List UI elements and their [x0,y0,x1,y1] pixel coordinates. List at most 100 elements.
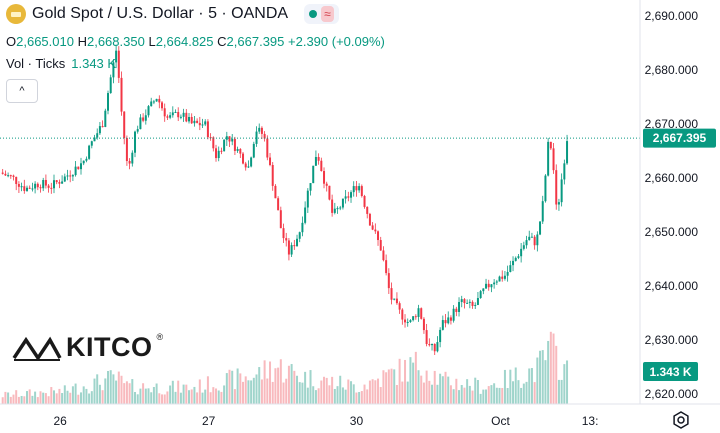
close-label: C [217,34,227,49]
candle-body [155,98,158,102]
candle-body [498,276,501,282]
candle-body [150,101,153,107]
settings-icon[interactable] [671,410,691,430]
gold-bar-icon [6,4,26,24]
volume-bar [398,358,401,404]
volume-badge-label: 1.343 K [649,365,691,379]
candle-body [17,184,20,187]
volume-bar [152,386,155,404]
candle-body [487,283,490,288]
candle-body [503,275,506,279]
volume-bar [549,331,552,404]
volume-bar [242,381,245,404]
volume-bar [503,369,506,404]
volume-bar [177,380,180,404]
candle-body [339,207,342,209]
volume-bar [476,380,479,404]
candle-body [80,163,83,170]
candle-body [242,153,245,164]
volume-bar [431,384,434,404]
volume-bar [323,376,326,404]
candle-body [385,260,388,274]
volume-bar [125,381,128,404]
candle-body [177,111,180,118]
volume-bar [458,390,461,404]
candle-body [304,207,307,223]
candle-body [228,136,231,142]
volume-bar [74,383,77,404]
volume-bar [150,392,153,404]
candle-body [125,137,128,161]
volume-bar [358,392,361,404]
volume-bar [198,379,201,404]
candle-body [196,120,199,123]
volume-bar [252,377,255,404]
volume-bar [190,389,193,404]
volume-bar [360,391,363,404]
candle-body [188,116,191,122]
volume-bar [196,392,199,404]
open-label: O [6,34,17,49]
candle-body [474,304,477,306]
candle-body [169,115,172,118]
volume-bar [34,391,37,404]
volume-legend[interactable]: Vol · Ticks 1.343 K [6,56,116,71]
volume-bar [107,370,110,404]
volume-bar [117,371,120,404]
price-tick-label: 2,670.000 [645,117,699,131]
volume-bar [377,378,380,404]
chevron-up-icon: ^ [19,85,25,97]
volume-bar [317,388,320,404]
candle-body [514,257,517,261]
chart-header: Gold Spot / U.S. Dollar · 5 · OANDA ≈ [6,4,339,24]
volume-bar [301,382,304,404]
candle-body [220,150,223,152]
volume-bar [479,393,482,404]
candle-body [139,117,142,130]
volume-bar [131,379,134,404]
volume-bar [530,368,533,404]
volume-bar [263,360,266,404]
candle-body [333,208,336,213]
volume-bar [363,384,366,404]
candle-body [134,131,137,153]
candle-body [131,152,134,164]
candle-body [88,145,91,159]
volume-bar [309,370,312,404]
candle-body [4,173,7,176]
volume-bar [433,370,436,404]
candle-body [26,187,29,191]
candle-body [161,102,164,109]
candle-body [476,298,479,305]
candle-body [401,309,404,320]
collapse-legend-button[interactable]: ^ [6,79,38,103]
symbol-title[interactable]: Gold Spot / U.S. Dollar · 5 · OANDA [32,5,289,22]
volume-bar [20,395,23,404]
candle-body [50,187,53,189]
volume-bar [274,368,277,404]
candle-body [317,156,320,161]
time-tick-label: Oct [491,414,510,428]
candle-body [452,308,455,321]
candle-body [563,163,566,180]
volume-bar [244,376,247,404]
candle-body [444,320,447,324]
volume-bar [514,367,517,404]
volume-bar [420,375,423,404]
volume-bar [50,387,53,404]
candle-body [390,288,393,300]
volume-bar [350,381,353,404]
volume-bar [387,369,390,404]
candle-body [398,303,401,310]
volume-bar [258,367,261,404]
open-value: 2,665.010 [16,34,74,49]
candle-body [350,192,353,198]
volume-bar [312,386,315,404]
candle-body [420,308,423,319]
candle-body [15,176,18,185]
volume-bar [344,389,347,404]
volume-bar [401,381,404,404]
status-pill[interactable]: ≈ [304,4,339,24]
candle-body [190,116,193,124]
